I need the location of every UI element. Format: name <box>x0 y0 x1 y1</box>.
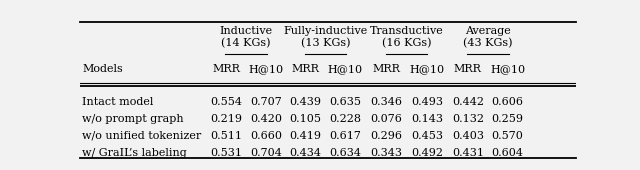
Text: 0.434: 0.434 <box>290 148 322 158</box>
Text: 0.132: 0.132 <box>452 114 484 124</box>
Text: 0.511: 0.511 <box>211 131 243 141</box>
Text: 0.346: 0.346 <box>370 97 402 107</box>
Text: 0.143: 0.143 <box>412 114 443 124</box>
Text: 0.343: 0.343 <box>370 148 402 158</box>
Text: 0.403: 0.403 <box>452 131 484 141</box>
Text: H@10: H@10 <box>410 64 445 74</box>
Text: w/ GraIL’s labeling: w/ GraIL’s labeling <box>83 148 188 158</box>
Text: 0.554: 0.554 <box>211 97 243 107</box>
Text: 0.493: 0.493 <box>412 97 443 107</box>
Text: H@10: H@10 <box>248 64 284 74</box>
Text: 0.570: 0.570 <box>492 131 524 141</box>
Text: MRR: MRR <box>212 64 240 74</box>
Text: 0.442: 0.442 <box>452 97 484 107</box>
Text: 0.259: 0.259 <box>492 114 524 124</box>
Text: H@10: H@10 <box>490 64 525 74</box>
Text: 0.634: 0.634 <box>330 148 362 158</box>
Text: MRR: MRR <box>454 64 482 74</box>
Text: 0.660: 0.660 <box>250 131 282 141</box>
Text: Models: Models <box>83 64 124 74</box>
Text: 0.604: 0.604 <box>492 148 524 158</box>
Text: 0.219: 0.219 <box>211 114 243 124</box>
Text: Transductive
(16 KGs): Transductive (16 KGs) <box>369 26 444 48</box>
Text: 0.492: 0.492 <box>412 148 443 158</box>
Text: Inductive
(14 KGs): Inductive (14 KGs) <box>220 26 273 48</box>
Text: Fully-inductive
(13 KGs): Fully-inductive (13 KGs) <box>284 26 367 48</box>
Text: 0.420: 0.420 <box>250 114 282 124</box>
Text: 0.606: 0.606 <box>492 97 524 107</box>
Text: MRR: MRR <box>372 64 400 74</box>
Text: 0.105: 0.105 <box>290 114 322 124</box>
Text: 0.707: 0.707 <box>250 97 282 107</box>
Text: 0.431: 0.431 <box>452 148 484 158</box>
Text: MRR: MRR <box>292 64 319 74</box>
Text: 0.296: 0.296 <box>370 131 402 141</box>
Text: 0.439: 0.439 <box>290 97 322 107</box>
Text: Average
(43 KGs): Average (43 KGs) <box>463 26 513 48</box>
Text: 0.531: 0.531 <box>211 148 243 158</box>
Text: 0.453: 0.453 <box>412 131 443 141</box>
Text: 0.635: 0.635 <box>330 97 362 107</box>
Text: w/o prompt graph: w/o prompt graph <box>83 114 184 124</box>
Text: Intact model: Intact model <box>83 97 154 107</box>
Text: 0.076: 0.076 <box>370 114 402 124</box>
Text: 0.419: 0.419 <box>290 131 322 141</box>
Text: 0.704: 0.704 <box>250 148 282 158</box>
Text: w/o unified tokenizer: w/o unified tokenizer <box>83 131 202 141</box>
Text: H@10: H@10 <box>328 64 363 74</box>
Text: 0.228: 0.228 <box>330 114 362 124</box>
Text: 0.617: 0.617 <box>330 131 362 141</box>
